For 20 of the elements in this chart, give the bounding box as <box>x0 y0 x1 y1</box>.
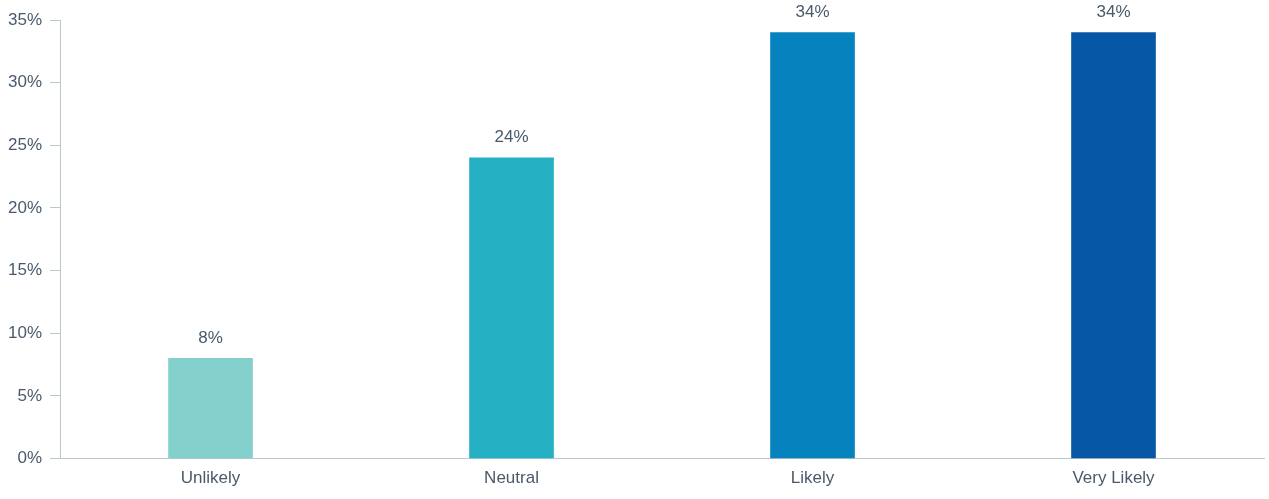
bar <box>469 157 554 459</box>
x-tick-label: Likely <box>790 468 835 488</box>
y-tick-label: 15% <box>7 260 43 280</box>
bar <box>168 358 253 459</box>
y-tick-label: 35% <box>7 9 43 29</box>
y-tick-label: 10% <box>7 322 43 342</box>
bar <box>1071 32 1156 459</box>
y-tick-label: 20% <box>7 197 43 217</box>
y-tick-label: 25% <box>7 135 43 154</box>
data-label: 24% <box>494 127 529 147</box>
bar <box>770 32 855 459</box>
x-tick-label: Neutral <box>484 468 539 488</box>
data-label: 34% <box>1096 1 1131 21</box>
y-tick-label: 5% <box>17 385 43 405</box>
data-label: 34% <box>795 1 830 21</box>
data-label: 8% <box>198 327 223 347</box>
x-tick-label: Very Likely <box>1072 468 1156 488</box>
x-tick-label: Unlikely <box>180 468 241 488</box>
y-tick-label: 30% <box>7 72 43 92</box>
y-tick-label: 0% <box>17 448 43 468</box>
